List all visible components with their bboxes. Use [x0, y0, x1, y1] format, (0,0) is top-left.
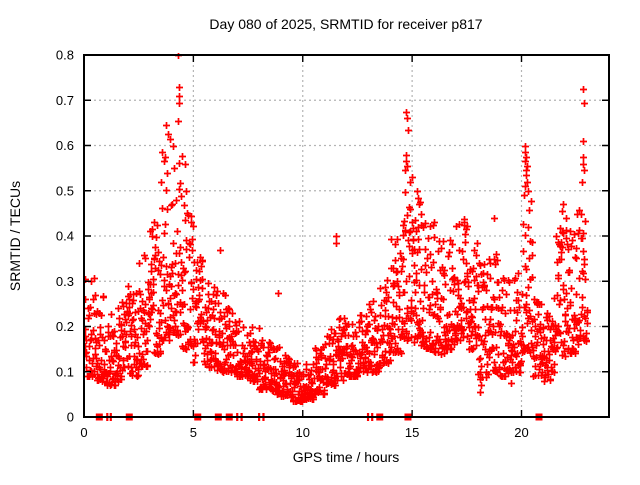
y-tick-label: 0.7: [56, 93, 74, 108]
chart-title: Day 080 of 2025, SRMTID for receiver p81…: [209, 16, 482, 32]
y-tick-label: 0.1: [56, 364, 74, 379]
grid-lines: [84, 55, 609, 417]
y-axis-label: SRMTID / TECUs: [7, 181, 23, 291]
x-tick-label: 20: [514, 425, 528, 440]
y-tick-label: 0: [67, 410, 74, 425]
y-tick-labels: 0 0.1 0.2 0.3 0.4 0.5 0.6 0.7 0.8: [56, 48, 74, 425]
x-axis-label: GPS time / hours: [293, 449, 400, 465]
x-tick-label: 5: [190, 425, 197, 440]
y-tick-label: 0.6: [56, 138, 74, 153]
y-tick-label: 0.4: [56, 229, 74, 244]
y-tick-label: 0.2: [56, 319, 74, 334]
y-tick-label: 0.3: [56, 274, 74, 289]
x-tick-label: 10: [296, 425, 310, 440]
axis-ticks: [83, 54, 609, 418]
x-tick-label: 15: [405, 425, 419, 440]
x-tick-labels: 0 5 10 15 20: [80, 425, 528, 440]
x-tick-label: 0: [80, 425, 87, 440]
y-tick-label: 0.8: [56, 48, 74, 63]
y-tick-label: 0.5: [56, 183, 74, 198]
